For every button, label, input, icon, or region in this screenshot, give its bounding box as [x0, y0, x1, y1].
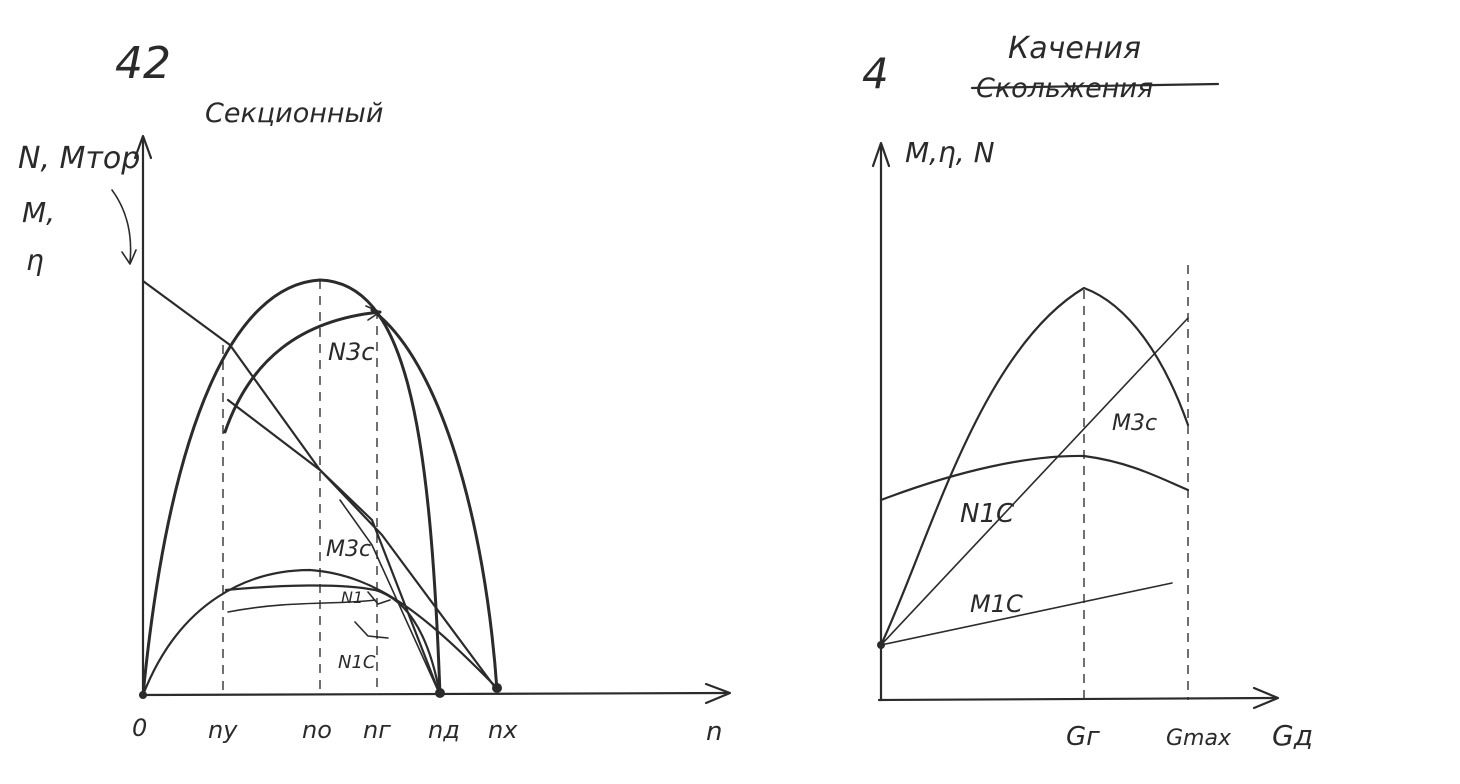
left-curve-M3c — [226, 398, 499, 692]
left-tick-no: no — [302, 716, 332, 744]
left-curve-N1C-tick — [354, 621, 389, 639]
left-curve-lower-hump — [141, 568, 499, 697]
right-tick-gmax: Gmax — [1166, 726, 1232, 751]
left-curve-N3c-arrowhead — [365, 305, 381, 321]
left-caption: Секционный — [205, 98, 383, 129]
right-label-M1C: M1C — [970, 590, 1023, 618]
left-tick-nx: nх — [488, 716, 518, 744]
left-y-label-2: M, — [22, 196, 55, 229]
right-figure-number: 4 — [862, 49, 889, 98]
left-x-axis-arrowhead — [704, 682, 732, 705]
left-point-nd — [435, 688, 445, 698]
left-tick-ng: nг — [363, 716, 391, 744]
right-caption-top: Качения — [1008, 31, 1141, 66]
right-curve-N1C — [879, 454, 1190, 502]
right-y-axis-arrowhead — [871, 141, 891, 168]
left-label-M3c: M3c — [326, 537, 371, 562]
left-y-label-3: η — [26, 244, 44, 277]
left-point-origin — [139, 691, 147, 699]
right-curve-M1C — [880, 582, 1173, 646]
left-x-axis-label: n — [706, 717, 722, 747]
right-x-axis-arrowhead — [1252, 686, 1280, 710]
left-label-pointer-head — [121, 249, 137, 265]
left-curve-branch-to-nx — [370, 308, 499, 692]
left-label-pointer-arrow — [111, 189, 132, 263]
right-x-axis-label: Gд — [1272, 719, 1313, 752]
right-tick-gg: Gг — [1066, 722, 1100, 752]
left-curve-M3c-branch — [339, 499, 441, 696]
left-figure-number: 42 — [115, 38, 171, 89]
right-curve-hump — [879, 286, 1190, 647]
left-curve-outer-parabola — [141, 278, 442, 697]
right-x-axis — [877, 696, 1278, 702]
right-label-M3c: M3c — [1112, 411, 1157, 436]
left-curve-N1-lower — [227, 599, 376, 613]
right-curve-M3c — [880, 317, 1189, 646]
left-tick-ny: nу — [208, 716, 238, 744]
left-diagram: 42 Секционный N, Mтор M, η n 0 nу no nг … — [18, 38, 732, 747]
right-y-label: M,η, N — [905, 136, 995, 169]
right-diagram: 4 Качения Скольжения M,η, N Gд Gг Gmax M… — [862, 31, 1313, 752]
left-label-N3c: N3c — [328, 338, 374, 366]
left-tick-0: 0 — [132, 714, 147, 742]
right-label-N1C: N1C — [960, 499, 1015, 529]
left-tick-nd: nд — [428, 716, 460, 744]
left-curve-N1-tick — [367, 591, 391, 605]
left-label-N1C: N1C — [338, 652, 376, 673]
right-caption-strike-line — [970, 82, 1220, 90]
left-curve-N3c — [223, 310, 382, 434]
left-label-N1: N1 — [341, 588, 363, 607]
left-point-nx — [492, 683, 502, 693]
left-y-axis-arrowhead — [133, 134, 153, 160]
left-y-label-1: N, Mтор — [18, 141, 140, 176]
left-x-axis — [138, 691, 730, 697]
left-curve-N1 — [224, 584, 442, 697]
right-point-origin — [877, 641, 885, 649]
